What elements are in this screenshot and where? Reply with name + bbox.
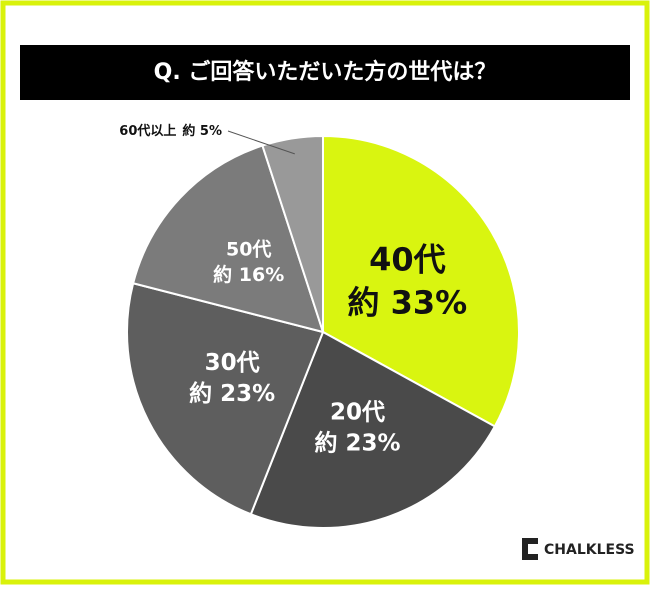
logo-text: CHALKLESS [544, 542, 635, 558]
logo: CHALKLESS [522, 538, 635, 560]
pie-slice [131, 144, 325, 334]
category-label: 50代 [226, 238, 271, 260]
pie-slice [261, 134, 324, 333]
value-label: 約 23% [314, 429, 400, 456]
slice-label: 60代以上約 5% [119, 123, 222, 139]
pie-slice [249, 330, 497, 529]
value-label: 約 33% [347, 284, 467, 322]
logo-icon [522, 538, 538, 560]
pie: 40代約 33%20代約 23%30代約 23%50代約 16%60代以上約 5… [119, 123, 520, 529]
chart-title: Q. ご回答いただいた方の世代は？ [154, 59, 497, 85]
value-label: 約 5% [182, 123, 222, 139]
category-label: 60代以上 [119, 123, 176, 139]
value-label: 約 16% [213, 263, 284, 286]
value-label: 約 23% [189, 380, 275, 407]
category-label: 20代 [330, 399, 385, 425]
title-bar [20, 45, 630, 100]
leader-line [227, 130, 295, 155]
pie-slice [322, 134, 520, 428]
pie-slice [126, 282, 325, 516]
category-label: 30代 [205, 350, 260, 376]
category-label: 40代 [369, 240, 446, 278]
